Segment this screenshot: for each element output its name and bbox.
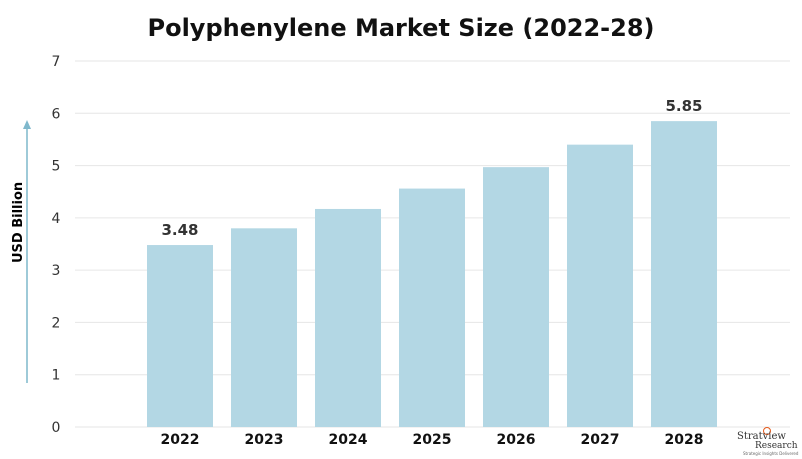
logo-sub: Research xyxy=(755,441,798,451)
chart-title: Polyphenylene Market Size (2022-28) xyxy=(147,14,655,42)
x-tick-label: 2024 xyxy=(329,432,368,448)
y-tick-label: 7 xyxy=(52,54,61,70)
x-tick-label: 2022 xyxy=(161,432,200,448)
x-tick-label: 2026 xyxy=(497,432,536,448)
data-label: 3.48 xyxy=(161,221,198,239)
y-tick-label: 1 xyxy=(52,368,61,384)
x-tick-labels: 2022 2023 2024 2025 2026 2027 2028 xyxy=(161,432,704,448)
bar-2026 xyxy=(483,167,549,427)
y-tick-label: 3 xyxy=(52,263,61,279)
y-tick-label: 5 xyxy=(52,159,61,175)
data-label: 5.85 xyxy=(665,97,702,115)
y-tick-label: 0 xyxy=(52,420,61,436)
bar-2022 xyxy=(147,245,213,427)
bar-2027 xyxy=(567,144,633,427)
y-tick-label: 4 xyxy=(52,211,61,227)
bars xyxy=(147,121,717,427)
bar-2028 xyxy=(651,121,717,427)
bar-2023 xyxy=(231,228,297,427)
y-tick-label: 2 xyxy=(52,315,61,331)
logo-tagline: Strategic Insights Delivered xyxy=(743,451,799,456)
x-tick-label: 2028 xyxy=(665,432,704,448)
x-tick-label: 2025 xyxy=(413,432,452,448)
bar-2025 xyxy=(399,188,465,427)
y-tick-labels: 0 1 2 3 4 5 6 7 xyxy=(52,54,61,436)
logo-brand: Stratview xyxy=(737,431,786,442)
stratview-logo: Stratview Research Strategic Insights De… xyxy=(733,427,799,457)
data-labels: 3.48 5.85 xyxy=(161,97,702,239)
y-axis-arrow-icon xyxy=(23,120,31,383)
y-tick-label: 6 xyxy=(52,106,61,122)
x-tick-label: 2023 xyxy=(245,432,284,448)
bar-2024 xyxy=(315,208,381,427)
logo-mark-icon xyxy=(763,427,771,435)
x-tick-label: 2027 xyxy=(581,432,620,448)
